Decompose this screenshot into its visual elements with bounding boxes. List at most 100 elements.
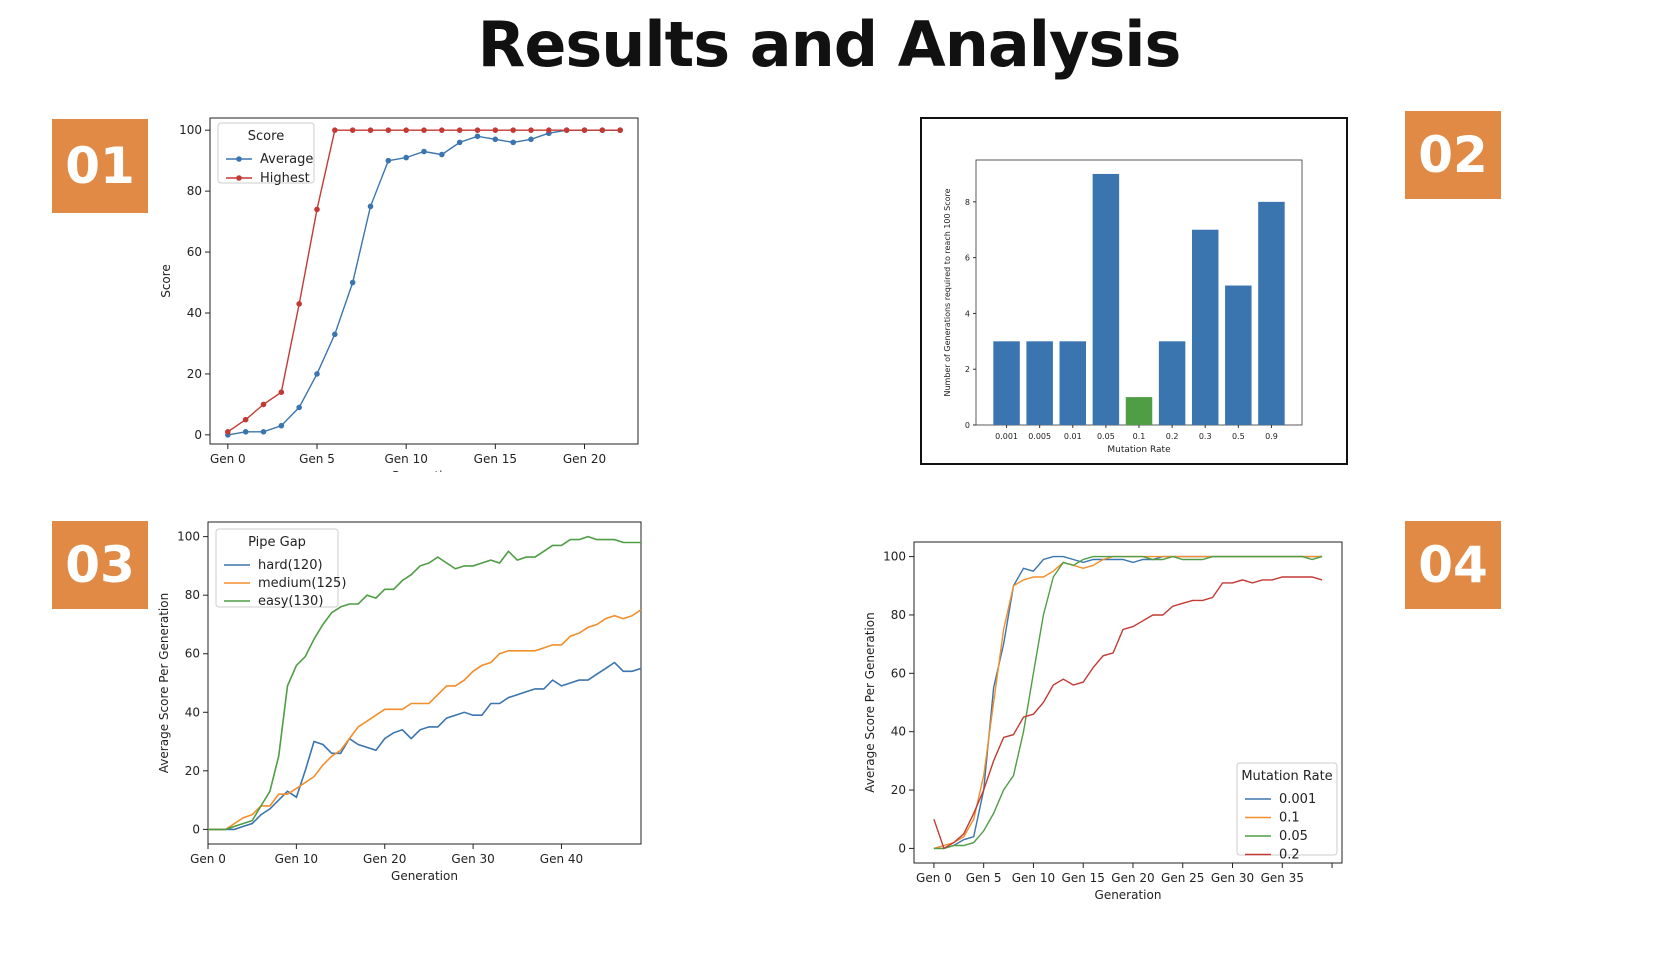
data-point [474,133,481,140]
data-point [260,429,267,435]
badge-02: 02 [1405,111,1501,199]
legend-entry: 0.001 [1279,792,1316,807]
y-tick-label: 2 [965,365,970,374]
y-axis-label: Average Score Per Generation [863,612,877,792]
x-tick-label: Gen 5 [966,871,1002,885]
y-tick-label: 0 [194,428,202,442]
data-point [296,404,302,411]
x-tick-label: Gen 25 [1161,871,1204,885]
x-tick-label: Gen 30 [1211,871,1254,885]
data-point [456,127,463,133]
data-point [492,127,499,133]
data-point [260,401,267,408]
data-point [581,127,588,133]
plot-frame [913,541,1343,864]
y-tick-label: 40 [187,306,202,320]
data-point [439,127,445,133]
y-tick-label: 60 [891,666,906,680]
series-line-0.2 [933,576,1323,850]
y-axis-label: Average Score Per Generation [157,593,171,773]
x-tick-label: Gen 10 [275,852,318,866]
x-tick-label: Gen 20 [563,452,606,466]
legend-box [215,528,339,608]
data-point [546,127,552,133]
data-point [510,127,516,133]
legend-title: Score [248,129,284,144]
data-point [617,127,623,133]
bar-0.05 [1092,173,1120,425]
chart-score-by-generation: 0 20 40 60 80 100 Gen 0 Gen 5 Gen 10 Gen 15 Gen 20… [159,117,639,472]
y-tick-label: 100 [883,550,906,564]
y-tick-label: 0 [898,841,906,855]
data-point [403,154,409,161]
data-point [510,139,516,146]
y-tick-label: 8 [965,198,970,207]
x-tick-label: Gen 10 [1012,871,1055,885]
legend-marker [236,156,242,162]
y-tick-label: 6 [965,254,970,263]
x-tick-label: 0.3 [1199,432,1212,441]
legend-entry: 0.1 [1279,811,1300,826]
data-point [332,127,338,133]
y-axis-label: Number of Generations required to reach … [943,188,952,396]
x-tick-label: 0.2 [1166,432,1179,441]
y-tick-label: 80 [187,184,202,198]
data-point [474,127,481,133]
data-point [314,206,320,213]
data-point [456,139,463,146]
series-line-0.05 [933,555,1323,850]
x-axis-label: Mutation Rate [1107,445,1171,455]
legend-entry: hard(120) [258,558,323,573]
data-point [242,429,249,435]
x-tick-label: Gen 35 [1261,871,1304,885]
y-tick-label: 20 [187,367,202,381]
data-point [349,127,356,133]
data-point [314,371,320,377]
y-tick-label: 0 [192,822,200,836]
y-tick-label: 100 [177,530,200,544]
bar-0.5 [1225,285,1252,425]
bar-0.1 [1125,397,1153,425]
x-tick-label: 0.005 [1028,432,1051,441]
plot-frame [207,521,642,845]
data-point [278,389,285,396]
series-line-hard(120) [208,661,642,831]
data-point [332,331,338,338]
legend-box [1236,762,1338,856]
plot-frame [209,117,639,445]
bar-0.9 [1258,201,1285,425]
legend-entry: easy(130) [258,594,323,609]
data-point [492,136,499,143]
y-tick-label: 20 [185,764,200,778]
y-tick-label: 20 [891,783,906,797]
data-point [225,429,231,435]
data-point [367,203,374,210]
x-tick-label: Gen 30 [451,852,494,866]
legend-entry: Average [260,152,313,167]
y-tick-label: 100 [179,123,202,137]
x-tick-label: Gen 0 [190,852,226,866]
data-point [385,157,392,164]
badge-03: 03 [52,521,148,609]
bar-0.01 [1059,341,1087,425]
bar-0.005 [1026,341,1053,425]
data-point [349,279,356,286]
y-tick-label: 40 [891,725,906,739]
x-tick-label: Gen 5 [299,452,335,466]
legend-entry: Highest [260,171,310,186]
bar-0.001 [993,341,1020,425]
badge-01: 01 [52,119,148,213]
badge-04: 04 [1405,521,1501,609]
legend-box [217,122,315,184]
x-tick-label: Gen 20 [363,852,406,866]
bar-0.3 [1191,229,1219,425]
x-axis-label: Generation [391,869,458,883]
legend-title: Mutation Rate [1241,769,1332,784]
y-tick-label: 80 [185,588,200,602]
bar-0.2 [1158,341,1186,425]
y-tick-label: 4 [965,309,970,318]
y-tick-label: 60 [185,647,200,661]
series-line-easy(130) [208,535,641,831]
data-point [296,301,302,307]
chart-mutation-rate: 0 20 40 60 80 100 Gen 0 Gen 5 Gen 10 Gen 15 Gen 20… [863,541,1343,902]
